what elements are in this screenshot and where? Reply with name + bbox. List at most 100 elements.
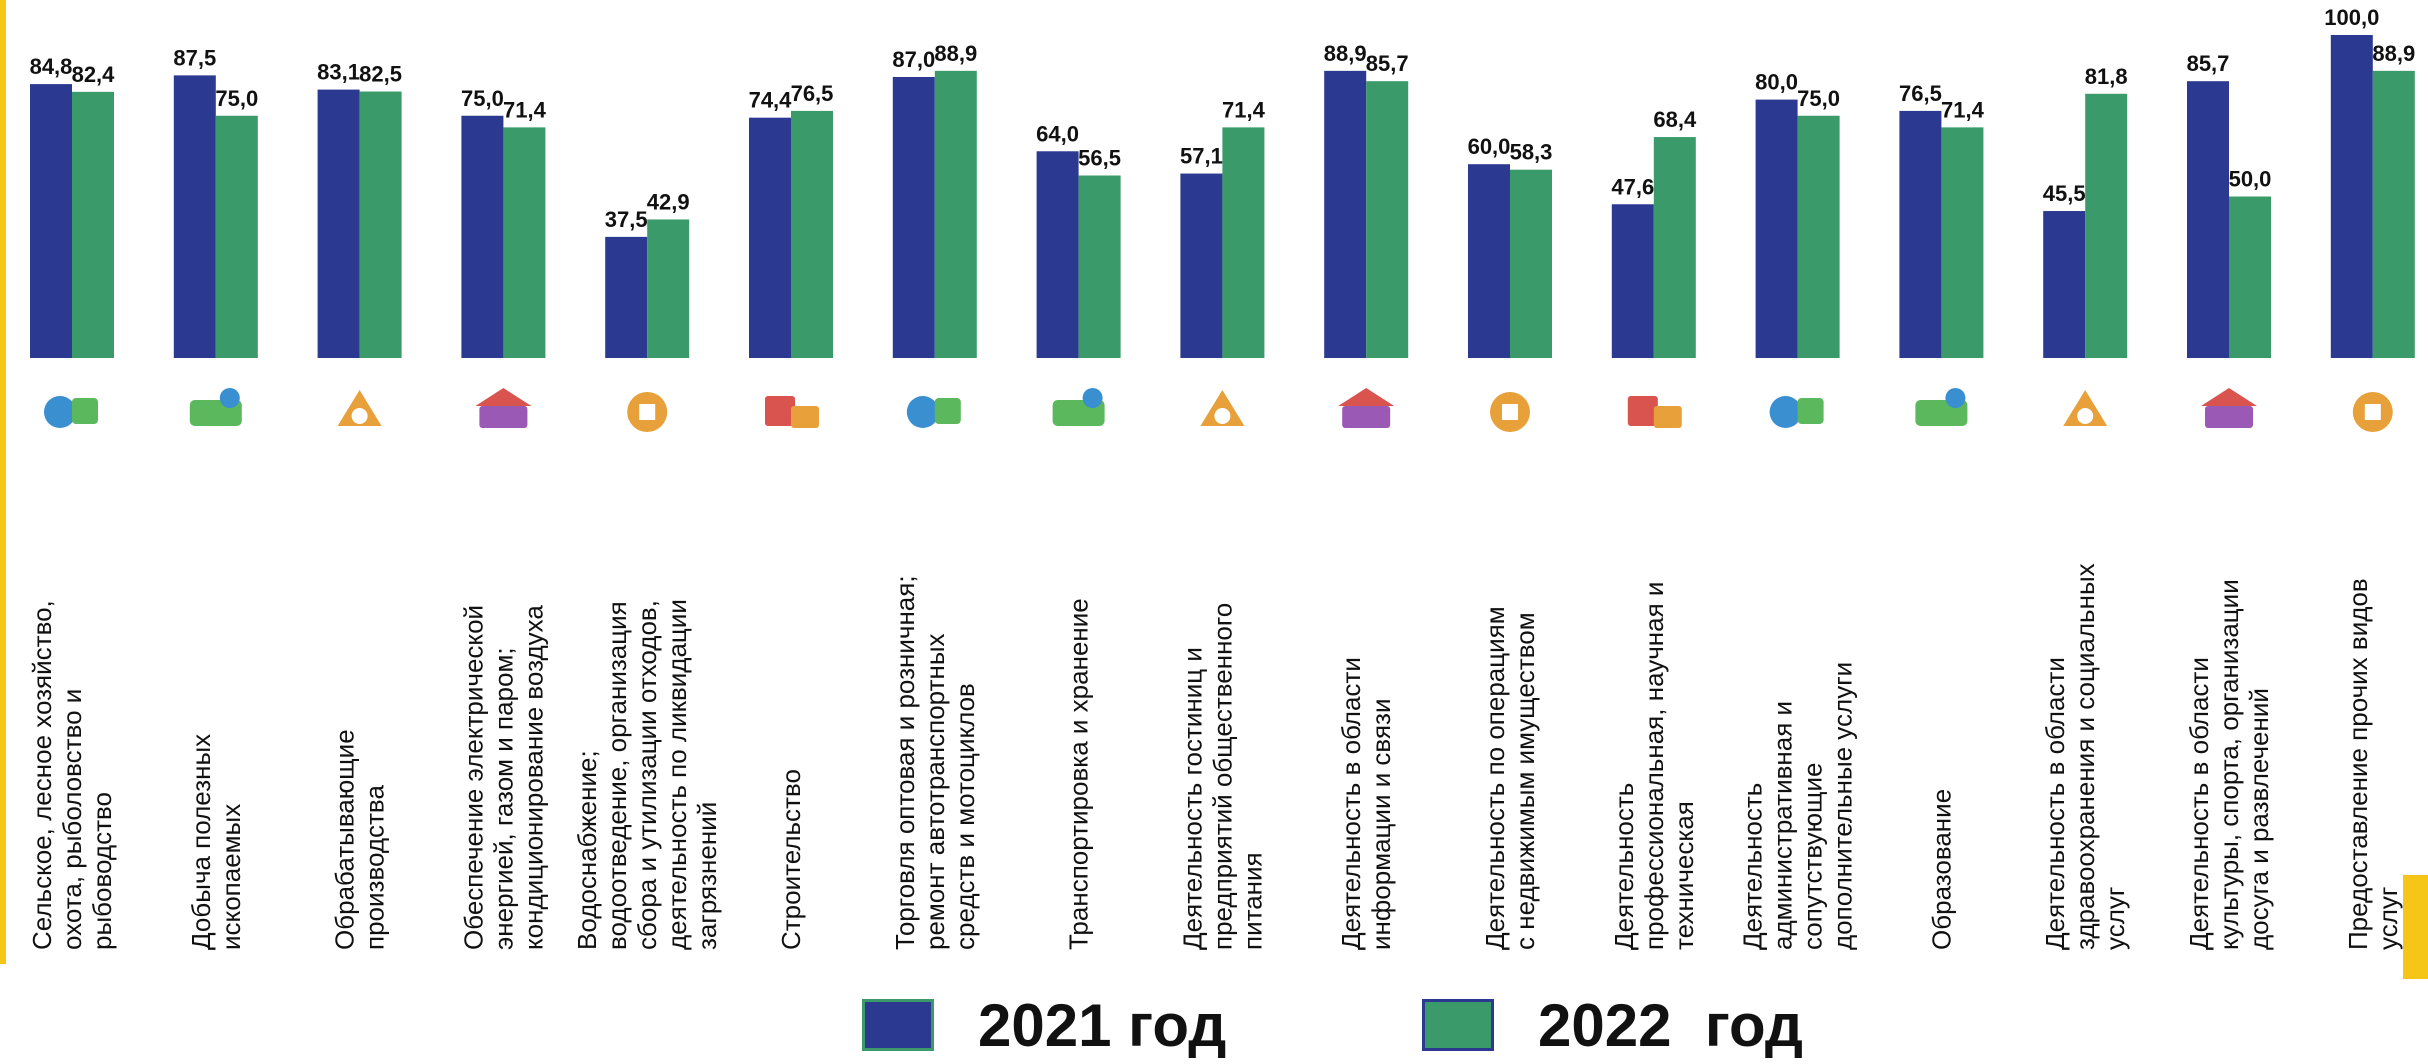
real-estate-house-icon: [1490, 392, 1530, 432]
data-label-2022-8: 56,5: [1078, 146, 1121, 171]
category-label-line: Транспортировка и хранение: [1064, 598, 1094, 950]
administration-building-icon: [1769, 396, 1824, 428]
data-label-2021-7: 87,0: [892, 47, 935, 72]
category-label-9: Деятельность гостиниц и предприятий общес…: [1177, 603, 1267, 950]
category-label-line: услуг: [2373, 887, 2403, 950]
bar-2021-2: [173, 75, 216, 358]
data-label-2022-13: 75,0: [1797, 86, 1840, 111]
category-label-line: кондиционирование воздуха: [518, 605, 548, 950]
data-label-2021-6: 74,4: [749, 88, 793, 113]
category-label-line: техническая: [1669, 801, 1699, 950]
data-label-2021-8: 64,0: [1036, 121, 1079, 146]
data-label-2022-9: 71,4: [1222, 97, 1266, 122]
bar-2021-9: [1180, 173, 1223, 358]
category-label-17: Предоставление прочих видов услуг: [2343, 578, 2403, 950]
category-label-16: Деятельность в области культуры, спорта, …: [2184, 579, 2274, 950]
agriculture-fishing-icon: [44, 396, 98, 428]
category-label-8: Транспортировка и хранение: [1064, 598, 1094, 950]
bar-2021-14: [1899, 110, 1942, 358]
category-label-15: Деятельность в области здравоохранения и …: [2040, 563, 2130, 950]
category-label-line: Деятельность: [1609, 783, 1639, 950]
water-pipe-icon: [627, 392, 668, 432]
bar-2022-17: [2372, 70, 2415, 358]
data-label-2021-11: 60,0: [1468, 134, 1511, 159]
category-label-line: культуры, спорта, организации: [2214, 579, 2244, 950]
services-person-icon: [2352, 392, 2393, 432]
energy-lightbulb-icon: [475, 388, 532, 428]
bar-2021-16: [2187, 81, 2229, 359]
data-label-2021-12: 47,6: [1611, 174, 1654, 199]
category-label-13: Деятельность административная и сопутствую…: [1738, 662, 1858, 950]
right-accent-block: [2403, 875, 2428, 979]
data-label-2022-1: 82,4: [72, 62, 116, 87]
bar-chart: 84,8 82,4 Сельское, лесное хозяйство, охота…: [27, 5, 2415, 950]
bar-2022-1: [72, 91, 114, 359]
data-label-2022-2: 75,0: [215, 86, 258, 111]
bar-2022-15: [2085, 93, 2128, 358]
data-label-2022-14: 71,4: [1941, 97, 1985, 122]
category-label-11: Деятельность по операциям с недвижимым им…: [1480, 606, 1540, 950]
manufacturing-tools-icon: [337, 390, 382, 426]
healthcare-stethoscope-icon: [2063, 390, 2108, 426]
bar-2021-3: [317, 89, 360, 358]
bar-2021-15: [2043, 211, 2086, 358]
category-label-line: деятельность по ликвидации: [662, 599, 692, 950]
legend-swatch-2022: [1422, 999, 1494, 1051]
category-label-line: Деятельность по операциям: [1480, 606, 1510, 950]
category-label-line: здравоохранения и социальных: [2070, 563, 2100, 950]
category-label-line: административная и: [1768, 701, 1798, 950]
category-label-10: Деятельность в области информации и связи: [1336, 657, 1396, 950]
data-label-2021-17: 100,0: [2324, 5, 2379, 30]
data-label-2021-14: 76,5: [1899, 81, 1942, 106]
data-label-2022-12: 68,4: [1653, 107, 1697, 132]
bar-2021-17: [2330, 35, 2373, 358]
data-label-2022-5: 42,9: [647, 189, 690, 214]
data-label-2021-1: 84,8: [30, 54, 73, 79]
category-label-line: Деятельность: [1738, 783, 1768, 950]
bar-2022-13: [1797, 115, 1840, 358]
bar-2021-7: [892, 76, 935, 359]
bar-2021-6: [749, 117, 791, 358]
category-label-line: Обрабатывающие: [330, 729, 360, 950]
bar-2022-4: [503, 127, 546, 359]
legend-swatch-2021: [862, 999, 934, 1051]
category-label-line: Обеспечение электрической: [458, 605, 488, 950]
car-repair-icon: [906, 396, 961, 428]
category-label-line: сопутствующие: [1798, 763, 1828, 950]
transport-bus-icon: [1052, 388, 1105, 426]
category-label-line: Строительство: [776, 769, 806, 950]
category-label-line: сбора и утилизации отходов,: [632, 600, 662, 950]
communication-phone-icon: [1338, 388, 1395, 428]
category-label-line: Деятельность в области: [2184, 657, 2214, 950]
bar-2022-9: [1222, 127, 1265, 359]
data-label-2021-13: 80,0: [1755, 70, 1798, 95]
category-label-line: ископаемых: [216, 804, 246, 950]
category-label-6: Строительство: [776, 769, 806, 950]
category-label-line: Предоставление прочих видов: [2343, 578, 2373, 950]
category-label-3: Обрабатывающие производства: [330, 729, 390, 950]
category-label-line: Деятельность гостиниц и: [1177, 647, 1207, 950]
bar-2022-6: [791, 110, 833, 358]
data-label-2021-3: 83,1: [317, 60, 360, 85]
category-label-4: Обеспечение электрической энергией, газом…: [458, 605, 548, 950]
category-label-1: Сельское, лесное хозяйство, охота, рыболо…: [27, 600, 117, 950]
category-label-5: Водоснабжение; водоотведение, организация…: [572, 599, 722, 950]
category-label-line: информации и связи: [1366, 699, 1396, 950]
category-label-line: услуг: [2100, 887, 2130, 950]
bar-2022-10: [1366, 81, 1409, 359]
category-label-line: досуга и развлечений: [2244, 688, 2274, 950]
data-label-2022-10: 85,7: [1366, 51, 1409, 76]
category-label-line: Деятельность в области: [1336, 657, 1366, 950]
bar-2022-2: [215, 115, 258, 358]
category-label-line: рыбоводство: [87, 792, 117, 950]
data-label-2022-16: 50,0: [2229, 167, 2272, 192]
science-microscope-icon: [1627, 396, 1682, 428]
construction-brick-icon: [765, 396, 819, 428]
category-label-line: Образование: [1926, 789, 1956, 950]
bar-2021-11: [1468, 164, 1510, 358]
category-label-14: Образование: [1926, 789, 1956, 950]
category-label-line: профессиональная, научная и: [1639, 582, 1669, 950]
category-label-line: Деятельность в области: [2040, 657, 2070, 950]
category-label-line: водоотведение, организация: [602, 601, 632, 950]
